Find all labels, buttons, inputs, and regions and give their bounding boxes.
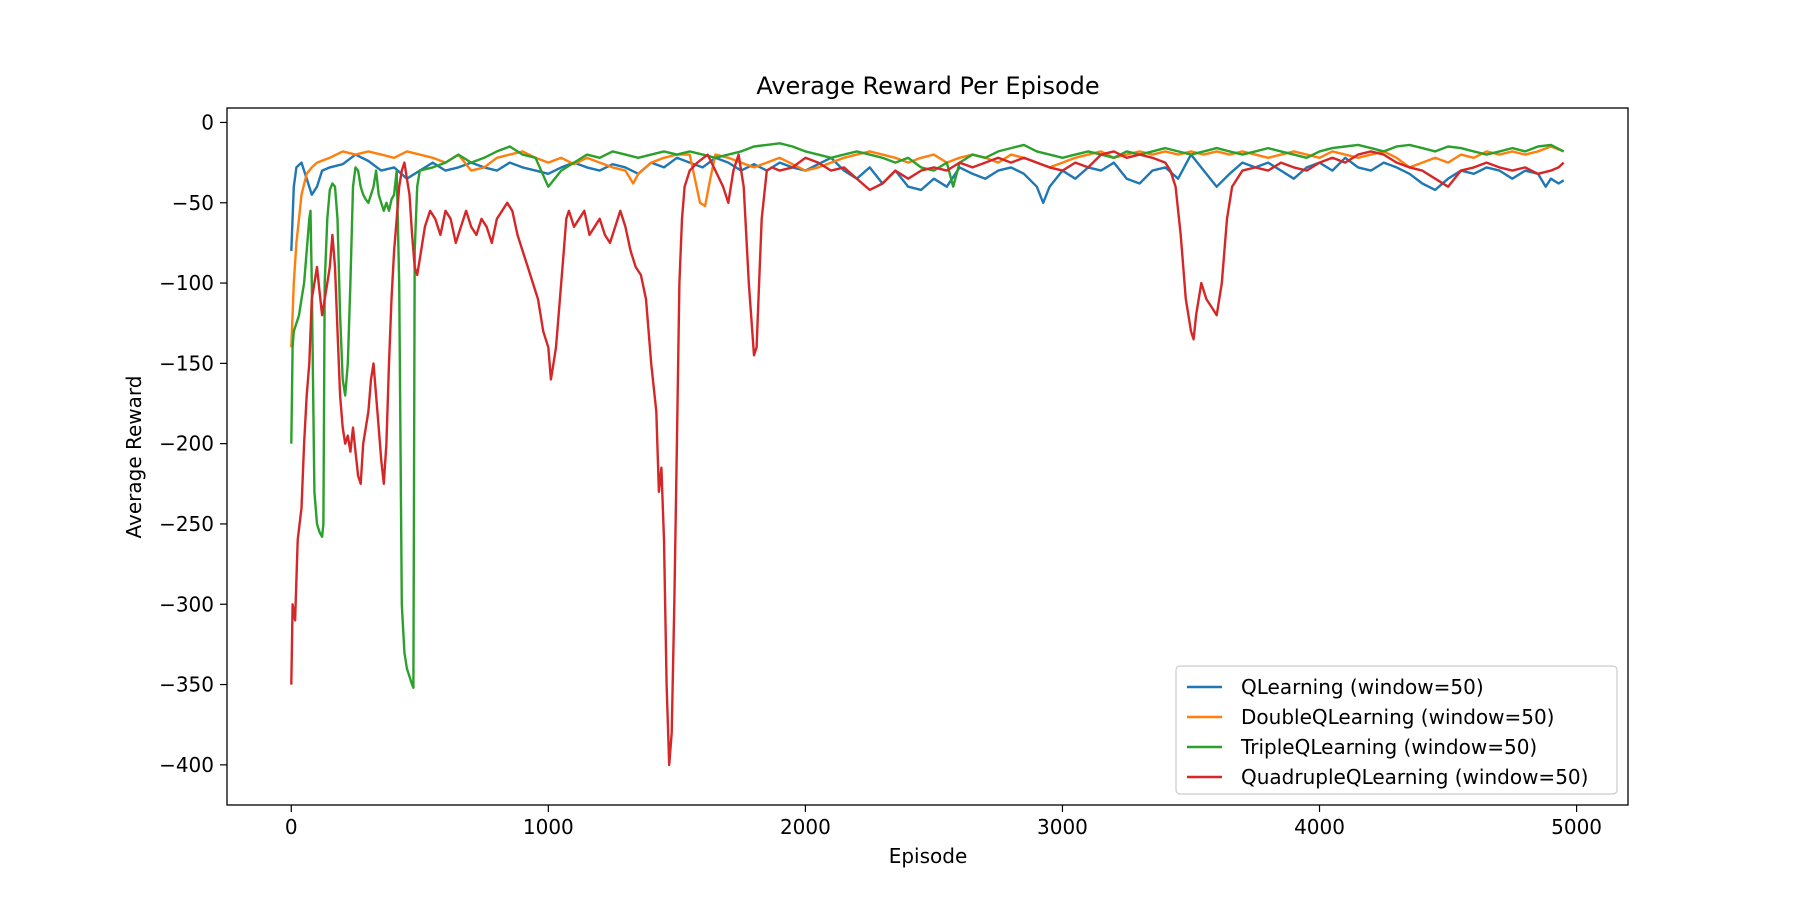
- legend-label-1: QLearning (window=50): [1241, 675, 1484, 699]
- legend-label-2: DoubleQLearning (window=50): [1241, 705, 1555, 729]
- series-layer: [290, 142, 1565, 767]
- legend-label-3: TripleQLearning (window=50): [1240, 735, 1537, 759]
- legend-box: [1175, 665, 1618, 795]
- series-line-2: [290, 145, 1565, 348]
- x-tick-label: 2000: [780, 815, 831, 839]
- y-tick-label: −350: [159, 673, 214, 697]
- y-tick-label: −400: [159, 753, 214, 777]
- y-axis-label: Average Reward: [122, 376, 146, 539]
- plot-frame: [226, 107, 1629, 806]
- x-tick-label: 0: [285, 815, 298, 839]
- y-tick-label: −300: [159, 592, 214, 616]
- x-axis-label: Episode: [889, 844, 968, 868]
- y-tick-label: 0: [201, 110, 214, 134]
- x-tick-label: 1000: [523, 815, 574, 839]
- x-tick-label: 4000: [1294, 815, 1345, 839]
- y-tick-label: −250: [159, 512, 214, 536]
- x-tick-label: 5000: [1551, 815, 1602, 839]
- chart-title: Average Reward Per Episode: [756, 72, 1099, 100]
- y-tick-label: −100: [159, 271, 214, 295]
- legend-label-4: QuadrupleQLearning (window=50): [1241, 765, 1588, 789]
- y-tick-label: −200: [159, 432, 214, 456]
- axes-layer: 0 1000 2000 3000 4000 5000 0 −50 −100 −150 −200 −25…: [159, 107, 1629, 839]
- series-line-4: [290, 150, 1565, 767]
- series-line-3: [290, 142, 1565, 689]
- x-tick-label: 3000: [1037, 815, 1088, 839]
- y-tick-label: −50: [172, 191, 214, 215]
- series-line-1: [290, 153, 1565, 251]
- y-tick-label: −150: [159, 351, 214, 375]
- legend: QLearning (window=50) DoubleQLearning (wi…: [1175, 665, 1618, 795]
